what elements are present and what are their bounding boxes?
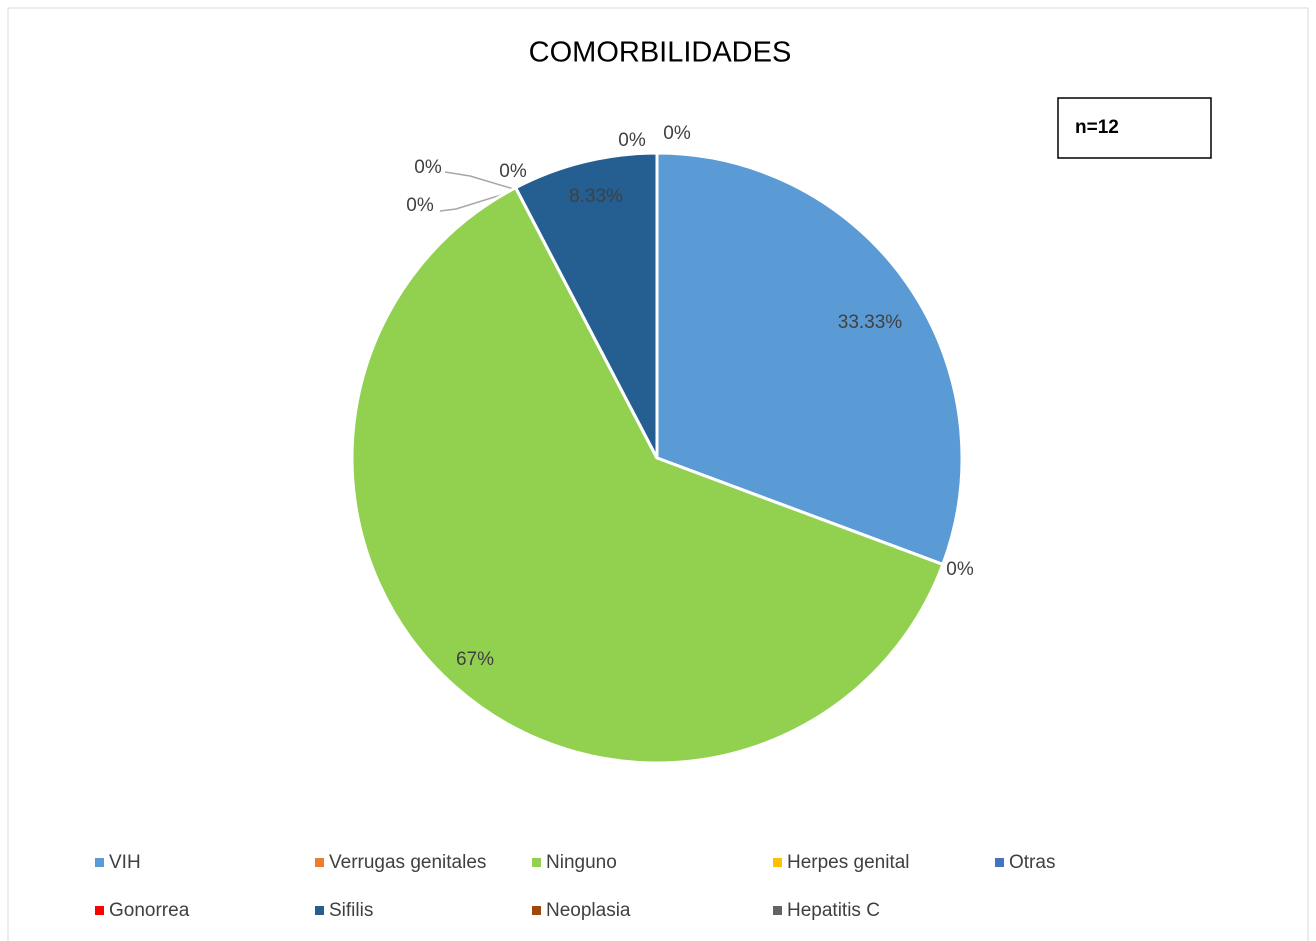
data-label: 33.33%	[838, 312, 903, 333]
annotation: n=12	[1075, 117, 1119, 138]
legend-swatch	[995, 858, 1004, 867]
legend-label: Ninguno	[546, 852, 617, 873]
legend-label: Otras	[1009, 852, 1055, 873]
legend-label: VIH	[109, 852, 141, 873]
data-label: 8.33%	[569, 186, 623, 207]
legend-label: Hepatitis C	[787, 900, 880, 921]
legend-swatch	[773, 906, 782, 915]
legend-label: Verrugas genitales	[329, 852, 486, 873]
legend-swatch	[773, 858, 782, 867]
pie-slice	[655, 151, 964, 566]
annotation-box	[1057, 97, 1212, 159]
data-label: 67%	[456, 649, 494, 670]
pie-slice	[350, 186, 945, 765]
data-label: 0%	[406, 195, 434, 216]
legend-label: Neoplasia	[546, 900, 631, 921]
data-label: 0%	[946, 559, 974, 580]
data-label: 0%	[414, 157, 442, 178]
leader-line	[439, 189, 518, 212]
legend-swatch	[315, 858, 324, 867]
leader-line	[444, 171, 518, 191]
data-label: 0%	[663, 123, 691, 144]
legend-swatch	[95, 858, 104, 867]
legend-label: Herpes genital	[787, 852, 910, 873]
legend-swatch	[532, 858, 541, 867]
legend-label: Sifilis	[329, 900, 373, 921]
legend-swatch	[532, 906, 541, 915]
legend-label: Gonorrea	[109, 900, 190, 921]
pie-slice	[514, 151, 659, 460]
chart-title: COMORBILIDADES	[529, 37, 792, 69]
legend-swatch	[315, 906, 324, 915]
data-label: 0%	[499, 161, 527, 182]
data-label: 0%	[618, 130, 646, 151]
legend-swatch	[95, 906, 104, 915]
